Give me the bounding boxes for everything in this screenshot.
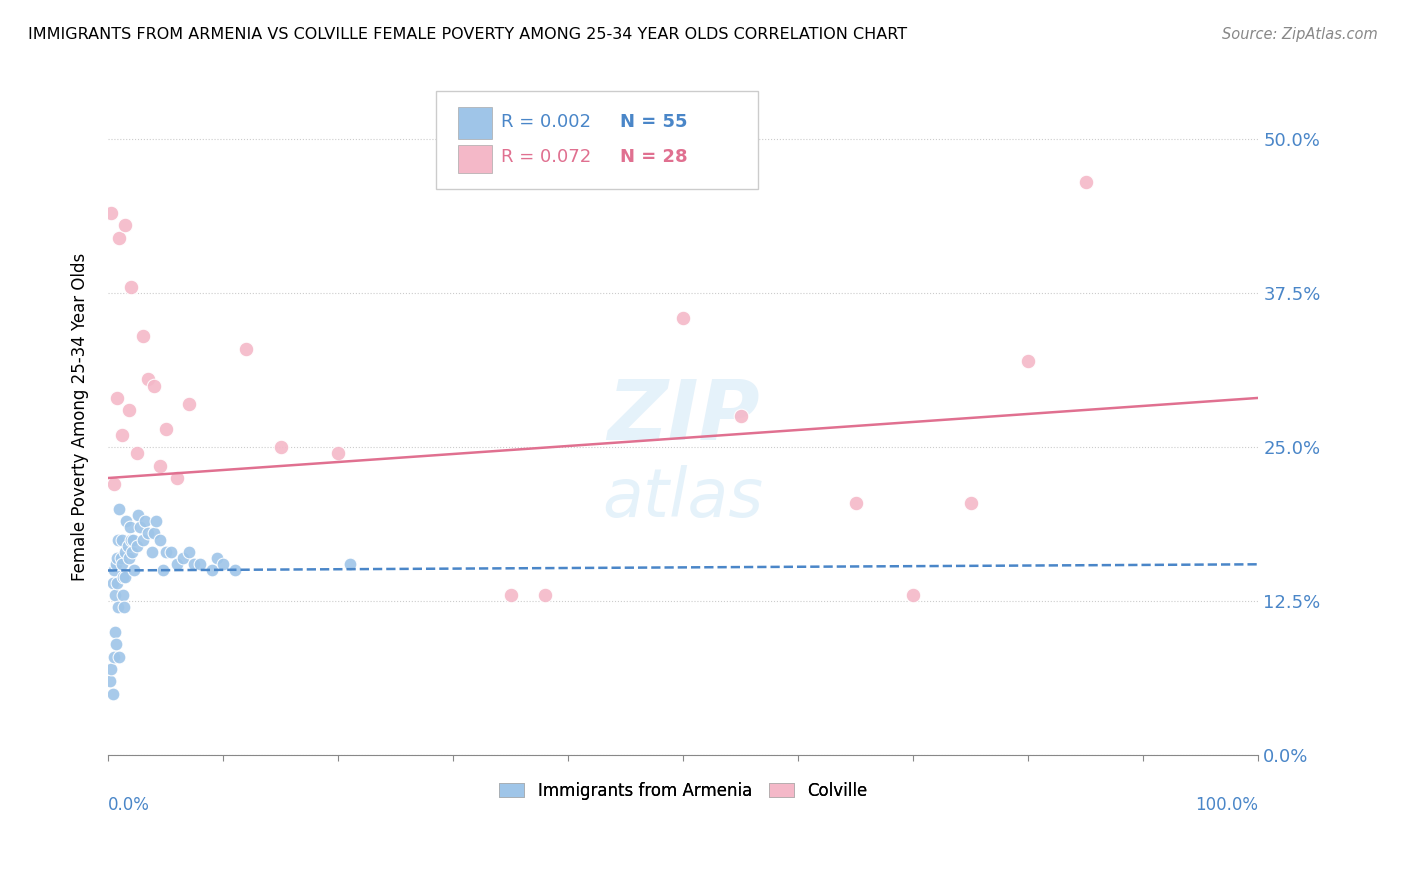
Point xyxy=(125,446,148,460)
Text: N = 28: N = 28 xyxy=(620,148,688,166)
Point xyxy=(149,533,172,547)
Point xyxy=(108,230,131,244)
Point xyxy=(134,514,156,528)
Y-axis label: Female Poverty Among 25-34 Year Olds: Female Poverty Among 25-34 Year Olds xyxy=(72,252,89,581)
Point xyxy=(235,342,257,356)
Text: Source: ZipAtlas.com: Source: ZipAtlas.com xyxy=(1222,27,1378,42)
Text: R = 0.072: R = 0.072 xyxy=(502,148,592,166)
Point xyxy=(143,378,166,392)
Point xyxy=(141,545,163,559)
Point xyxy=(1074,175,1097,189)
Point xyxy=(183,558,205,572)
Text: N = 55: N = 55 xyxy=(620,112,688,130)
Point xyxy=(118,520,141,534)
Point xyxy=(100,662,122,676)
Point xyxy=(103,477,125,491)
Text: R = 0.002: R = 0.002 xyxy=(502,112,592,130)
Point xyxy=(104,588,127,602)
Point xyxy=(107,600,129,615)
Point xyxy=(172,551,194,566)
Point xyxy=(166,471,188,485)
Point xyxy=(188,558,211,572)
Point xyxy=(212,558,235,572)
Point xyxy=(112,600,135,615)
Text: IMMIGRANTS FROM ARMENIA VS COLVILLE FEMALE POVERTY AMONG 25-34 YEAR OLDS CORRELA: IMMIGRANTS FROM ARMENIA VS COLVILLE FEMA… xyxy=(28,27,907,42)
FancyBboxPatch shape xyxy=(436,91,758,189)
Point xyxy=(105,558,128,572)
Point xyxy=(166,558,188,572)
Point xyxy=(672,310,695,325)
Point xyxy=(120,533,142,547)
Point xyxy=(129,520,152,534)
Point xyxy=(145,514,167,528)
Point xyxy=(152,564,174,578)
Point xyxy=(111,558,134,572)
Point xyxy=(105,637,128,651)
FancyBboxPatch shape xyxy=(458,107,492,139)
Point xyxy=(114,219,136,233)
Point xyxy=(120,280,142,294)
Point xyxy=(845,496,868,510)
Point xyxy=(108,501,131,516)
Point xyxy=(98,674,121,689)
Point xyxy=(107,533,129,547)
Point xyxy=(207,551,229,566)
Point xyxy=(115,514,138,528)
Point xyxy=(105,551,128,566)
Text: 100.0%: 100.0% xyxy=(1195,796,1258,814)
Point xyxy=(105,575,128,590)
Point xyxy=(103,564,125,578)
Point xyxy=(200,564,222,578)
Text: 0.0%: 0.0% xyxy=(108,796,150,814)
Point xyxy=(903,588,925,602)
Point xyxy=(103,649,125,664)
Point xyxy=(114,569,136,583)
Point xyxy=(111,569,134,583)
Point xyxy=(125,539,148,553)
Point xyxy=(177,397,200,411)
Point xyxy=(101,575,124,590)
Text: ZIP: ZIP xyxy=(607,376,759,457)
Point xyxy=(108,649,131,664)
Point xyxy=(118,551,141,566)
FancyBboxPatch shape xyxy=(458,145,492,173)
Point xyxy=(224,564,246,578)
Point xyxy=(1017,354,1039,368)
Legend: Immigrants from Armenia, Colville: Immigrants from Armenia, Colville xyxy=(491,773,876,808)
Point xyxy=(499,588,522,602)
Point xyxy=(127,508,149,522)
Point xyxy=(118,403,141,417)
Point xyxy=(270,440,292,454)
Point xyxy=(117,539,139,553)
Point xyxy=(124,564,146,578)
Point xyxy=(149,458,172,473)
Point xyxy=(111,428,134,442)
Point xyxy=(730,409,752,424)
Point xyxy=(121,545,143,559)
Point xyxy=(111,533,134,547)
Point xyxy=(114,545,136,559)
Text: atlas: atlas xyxy=(603,465,763,531)
Point xyxy=(960,496,983,510)
Point xyxy=(177,545,200,559)
Point xyxy=(326,446,349,460)
Point xyxy=(136,526,159,541)
Point xyxy=(111,588,134,602)
Point xyxy=(122,533,145,547)
Point xyxy=(100,206,122,220)
Point xyxy=(104,625,127,640)
Point xyxy=(160,545,183,559)
Point xyxy=(136,372,159,386)
Point xyxy=(110,551,132,566)
Point xyxy=(155,422,177,436)
Point xyxy=(131,533,153,547)
Point xyxy=(131,329,153,343)
Point xyxy=(155,545,177,559)
Point xyxy=(105,391,128,405)
Point xyxy=(101,687,124,701)
Point xyxy=(143,526,166,541)
Point xyxy=(534,588,557,602)
Point xyxy=(339,558,361,572)
